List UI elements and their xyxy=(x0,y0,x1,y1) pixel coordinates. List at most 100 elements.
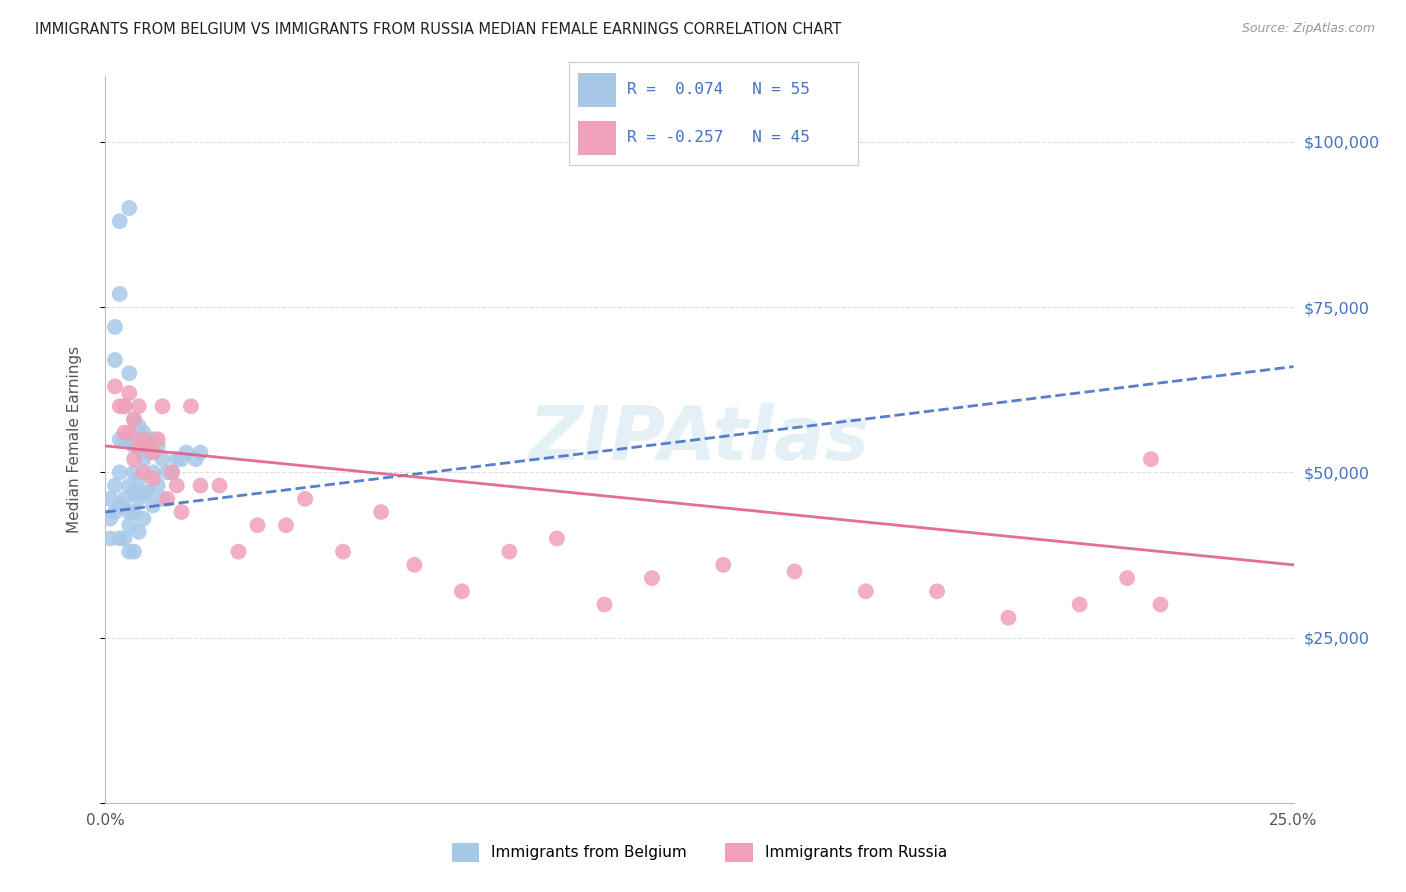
Point xyxy=(641,571,664,585)
Point xyxy=(104,379,127,393)
Point xyxy=(711,558,734,572)
Point xyxy=(122,544,145,558)
Point xyxy=(190,445,212,459)
Text: ZIPAtlas: ZIPAtlas xyxy=(529,403,870,475)
Point xyxy=(114,399,136,413)
Point xyxy=(152,491,174,506)
Point xyxy=(114,425,136,440)
Point xyxy=(98,511,121,525)
Point xyxy=(136,445,159,459)
Point xyxy=(104,353,127,368)
Point xyxy=(166,452,188,467)
Bar xyxy=(578,121,616,155)
Point xyxy=(1149,598,1171,612)
Point xyxy=(122,485,145,500)
Point xyxy=(128,472,150,486)
Point xyxy=(122,439,145,453)
Point xyxy=(170,452,193,467)
Point xyxy=(108,399,131,413)
Point xyxy=(114,399,136,413)
Point xyxy=(146,432,169,446)
Point xyxy=(118,425,141,440)
Point xyxy=(160,466,183,480)
Point xyxy=(332,544,354,558)
Y-axis label: Median Female Earnings: Median Female Earnings xyxy=(67,346,82,533)
Point xyxy=(170,505,193,519)
Point xyxy=(156,466,179,480)
Point xyxy=(593,598,616,612)
Point xyxy=(450,584,472,599)
Point xyxy=(114,491,136,506)
Point xyxy=(132,485,155,500)
Point xyxy=(1116,571,1139,585)
Point xyxy=(294,491,316,506)
Text: IMMIGRANTS FROM BELGIUM VS IMMIGRANTS FROM RUSSIA MEDIAN FEMALE EARNINGS CORRELA: IMMIGRANTS FROM BELGIUM VS IMMIGRANTS FR… xyxy=(35,22,842,37)
Point xyxy=(108,499,131,513)
Point xyxy=(498,544,520,558)
Text: Source: ZipAtlas.com: Source: ZipAtlas.com xyxy=(1241,22,1375,36)
Point xyxy=(104,478,127,492)
Point xyxy=(108,432,131,446)
Point xyxy=(118,518,141,533)
Point xyxy=(108,214,131,228)
Point xyxy=(128,439,150,453)
Point xyxy=(228,544,250,558)
Point xyxy=(404,558,426,572)
Point xyxy=(128,524,150,539)
Point xyxy=(128,419,150,434)
Point xyxy=(118,386,141,401)
Text: R = -0.257   N = 45: R = -0.257 N = 45 xyxy=(627,130,810,145)
Point xyxy=(108,466,131,480)
Point xyxy=(122,412,145,426)
Point xyxy=(132,511,155,525)
Point xyxy=(108,286,131,301)
Bar xyxy=(578,73,616,106)
Point xyxy=(114,532,136,546)
Point xyxy=(855,584,877,599)
Point xyxy=(122,452,145,467)
Point xyxy=(1069,598,1091,612)
Point xyxy=(142,499,165,513)
Point xyxy=(132,432,155,446)
Point xyxy=(997,611,1019,625)
Point xyxy=(146,439,169,453)
Point xyxy=(104,320,127,334)
Point xyxy=(370,505,392,519)
Point xyxy=(118,432,141,446)
Point xyxy=(132,466,155,480)
Legend: Immigrants from Belgium, Immigrants from Russia: Immigrants from Belgium, Immigrants from… xyxy=(446,837,953,868)
Point xyxy=(156,491,179,506)
Point xyxy=(136,439,159,453)
Point xyxy=(142,445,165,459)
Point xyxy=(180,399,202,413)
Point xyxy=(142,432,165,446)
Point xyxy=(104,505,127,519)
Point xyxy=(122,466,145,480)
Text: R =  0.074   N = 55: R = 0.074 N = 55 xyxy=(627,82,810,97)
Point xyxy=(114,432,136,446)
Point xyxy=(166,478,188,492)
Point xyxy=(108,532,131,546)
Point xyxy=(174,445,197,459)
Point xyxy=(142,472,165,486)
Point xyxy=(118,544,141,558)
Point xyxy=(546,532,568,546)
Point xyxy=(146,478,169,492)
Point xyxy=(152,452,174,467)
Point xyxy=(98,491,121,506)
Point xyxy=(246,518,269,533)
Point xyxy=(128,439,150,453)
Point xyxy=(184,452,207,467)
Point xyxy=(98,532,121,546)
Point xyxy=(118,201,141,215)
Point xyxy=(208,478,231,492)
Point xyxy=(118,505,141,519)
Point xyxy=(190,478,212,492)
Point xyxy=(925,584,948,599)
Point xyxy=(160,466,183,480)
Point xyxy=(118,366,141,380)
Point xyxy=(136,485,159,500)
Point xyxy=(274,518,297,533)
Point xyxy=(128,491,150,506)
Point xyxy=(132,425,155,440)
